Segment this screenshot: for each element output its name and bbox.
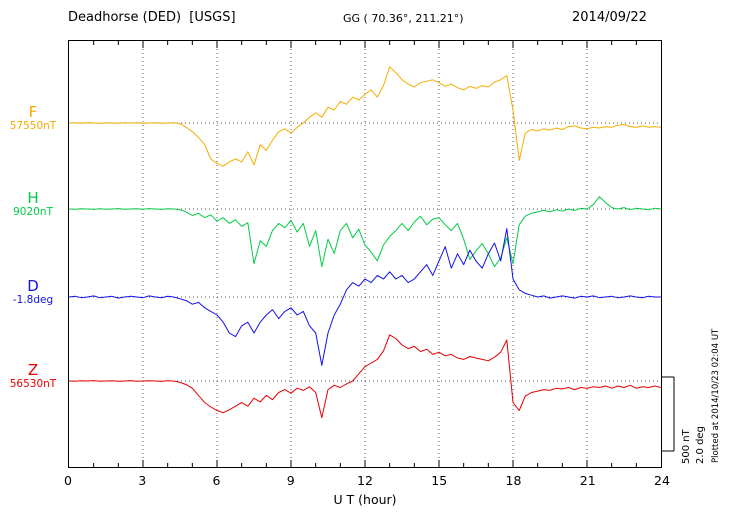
channel-label-column: F 57550nT H 9020nT D -1.8deg Z 56530nT	[0, 40, 66, 468]
x-tick-label: 21	[579, 473, 596, 488]
channel-baseline-value-z: 56530nT	[9, 378, 57, 390]
channel-letter-z: Z	[27, 361, 39, 379]
scale-bracket-icon	[662, 376, 675, 452]
x-tick-label: 24	[654, 473, 670, 488]
x-axis-tick-labels: 0 3 6 9 12 15 18 21 24	[64, 473, 670, 489]
scale-label-nt: 500 nT	[681, 429, 692, 464]
channel-letter-f: F	[28, 103, 38, 121]
channel-letter-h: H	[27, 189, 39, 207]
channel-label-d: D -1.8deg	[0, 278, 66, 307]
channel-baseline-value-f: 57550nT	[9, 120, 57, 132]
channel-baseline-value-h: 9020nT	[13, 206, 53, 218]
scale-labels: 500 nT 2.0 deg	[681, 380, 707, 464]
gg-coordinates: GG ( 70.36°, 211.21°)	[343, 12, 464, 25]
date-label: 2014/09/22	[572, 10, 647, 25]
x-axis-title: U T (hour)	[333, 492, 397, 507]
plotted-at-note: Plotted at 2014/10/23 02:04 UT	[711, 328, 721, 464]
scale-label-deg: 2.0 deg	[695, 426, 706, 464]
channel-label-z: Z 56530nT	[0, 362, 66, 391]
x-tick-label: 12	[357, 473, 373, 488]
channel-letter-d: D	[27, 277, 39, 295]
channel-baseline-value-d: -1.8deg	[12, 294, 54, 306]
channel-label-h: H 9020nT	[0, 190, 66, 219]
station-title: Deadhorse (DED) [USGS]	[68, 10, 236, 25]
magnetogram-traces-canvas	[69, 41, 661, 467]
plot-area	[68, 40, 662, 468]
x-tick-label: 15	[431, 473, 448, 488]
x-tick-label: 18	[505, 473, 522, 488]
x-tick-label: 3	[138, 473, 147, 488]
channel-label-f: F 57550nT	[0, 104, 66, 133]
x-tick-label: 6	[212, 473, 221, 488]
x-tick-label: 9	[286, 473, 295, 488]
x-tick-label: 0	[64, 473, 72, 488]
